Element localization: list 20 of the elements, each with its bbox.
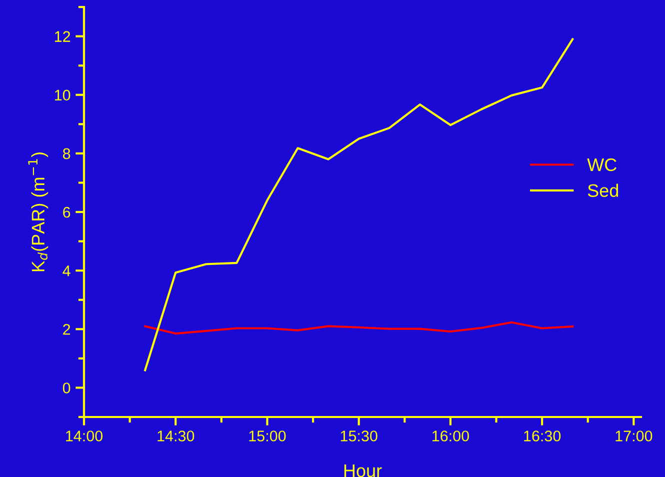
line-series bbox=[144, 321, 574, 335]
x-tick-label: 16:30 bbox=[524, 430, 561, 442]
x-tick-label: 14:00 bbox=[66, 430, 103, 442]
legend-label: Sed bbox=[588, 184, 618, 197]
line-series bbox=[144, 38, 574, 372]
y-tick-label: 0 bbox=[62, 382, 70, 394]
x-tick-label: 15:00 bbox=[249, 430, 286, 442]
y-tick-label: 2 bbox=[63, 324, 70, 335]
x-axis-title: Hour bbox=[344, 464, 382, 477]
x-tick-label: 17:00 bbox=[616, 430, 652, 442]
x-tick-label: 15:30 bbox=[340, 430, 378, 442]
y-tick-label: 4 bbox=[62, 266, 70, 276]
y-axis-title: K$_{d}$(PAR) (m$^{−1}$) bbox=[28, 152, 48, 272]
legend-label: WC bbox=[587, 158, 616, 172]
x-tick-label: 14:30 bbox=[158, 430, 194, 442]
y-tick-label: 10 bbox=[54, 90, 70, 101]
y-tick-label: 6 bbox=[63, 206, 70, 218]
y-tick-label: 8 bbox=[62, 148, 70, 160]
x-tick-label: 16:00 bbox=[432, 430, 469, 442]
y-tick-label: 12 bbox=[54, 31, 70, 42]
